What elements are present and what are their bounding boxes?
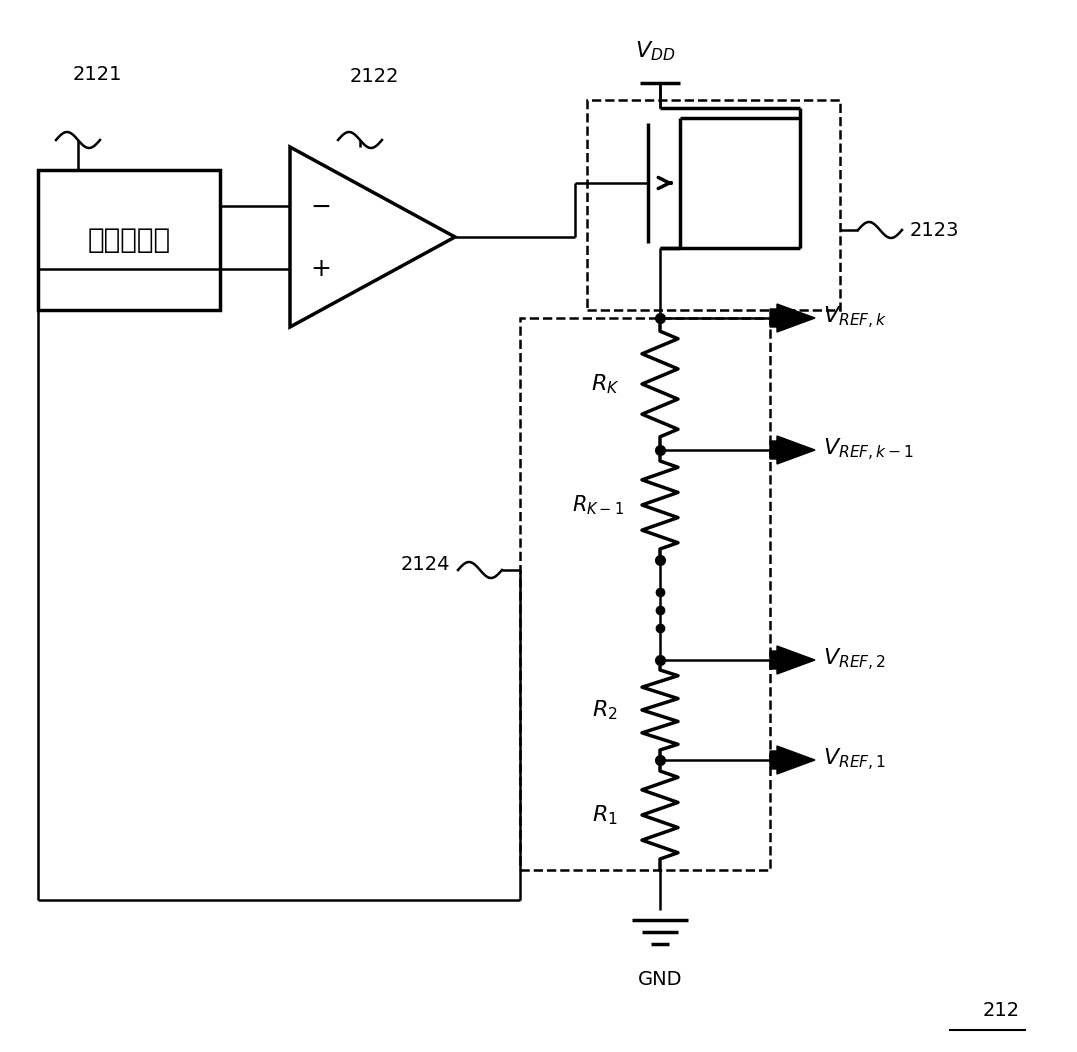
Text: 基准电压源: 基准电压源 bbox=[87, 226, 170, 254]
Bar bbox=[587, 100, 840, 310]
Bar bbox=[38, 170, 220, 310]
Text: 2124: 2124 bbox=[401, 555, 450, 574]
Text: 212: 212 bbox=[983, 1002, 1020, 1020]
Text: $V_{REF,k}$: $V_{REF,k}$ bbox=[823, 305, 887, 331]
Text: $-$: $-$ bbox=[310, 194, 331, 218]
Text: $R_1$: $R_1$ bbox=[592, 803, 618, 827]
Polygon shape bbox=[770, 646, 815, 674]
Bar bbox=[520, 318, 770, 870]
Text: $V_{REF,2}$: $V_{REF,2}$ bbox=[823, 647, 886, 673]
Text: GND: GND bbox=[638, 970, 682, 989]
Text: $V_{REF,k-1}$: $V_{REF,k-1}$ bbox=[823, 437, 914, 463]
Text: $+$: $+$ bbox=[310, 257, 331, 281]
Polygon shape bbox=[770, 746, 815, 774]
Text: $R_2$: $R_2$ bbox=[592, 699, 618, 722]
Text: 2122: 2122 bbox=[350, 67, 400, 86]
Text: $V_{REF,1}$: $V_{REF,1}$ bbox=[823, 747, 886, 773]
Text: $R_K$: $R_K$ bbox=[590, 372, 619, 396]
Polygon shape bbox=[770, 436, 815, 464]
Text: $R_{K-1}$: $R_{K-1}$ bbox=[572, 493, 624, 517]
Text: $V_{DD}$: $V_{DD}$ bbox=[634, 39, 675, 63]
Polygon shape bbox=[770, 304, 815, 332]
Text: 2123: 2123 bbox=[910, 221, 960, 240]
Text: 2121: 2121 bbox=[73, 65, 123, 84]
